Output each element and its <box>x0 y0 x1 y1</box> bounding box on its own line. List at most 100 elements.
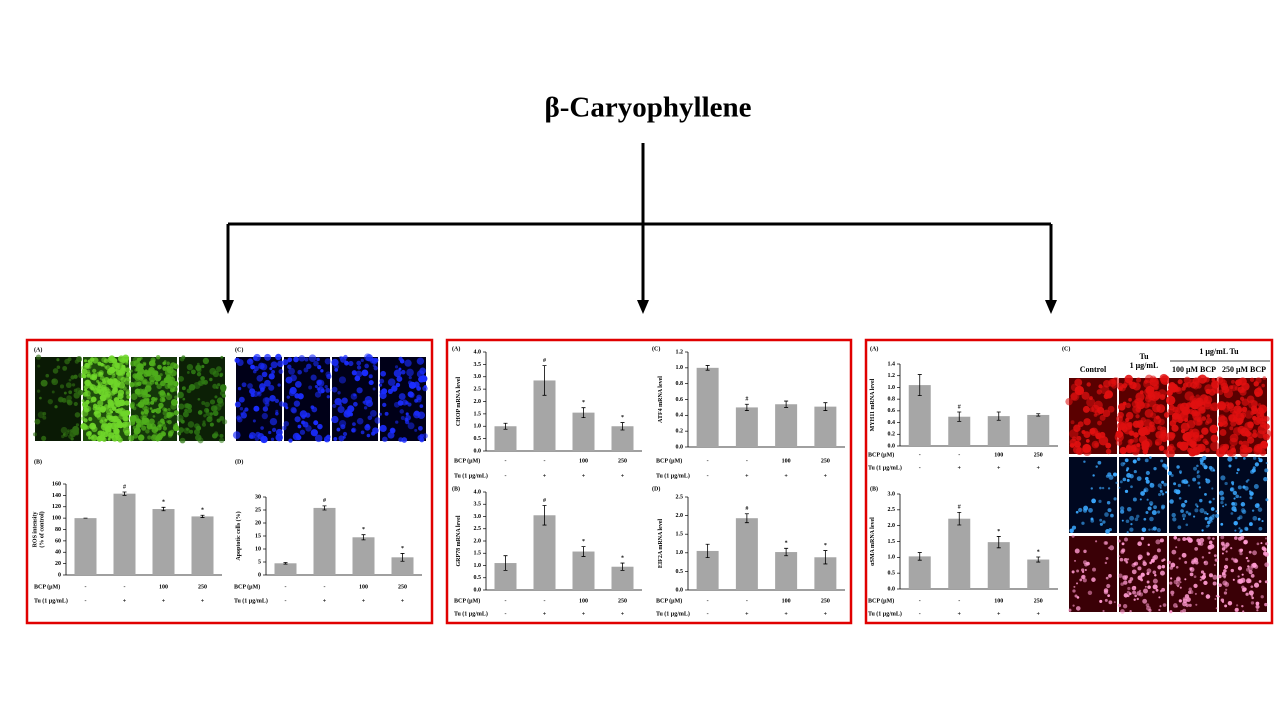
cell <box>84 390 91 397</box>
cell <box>178 403 185 410</box>
cell <box>1129 515 1135 521</box>
cell <box>210 405 218 412</box>
condition-value: + <box>745 473 749 479</box>
cell <box>236 416 243 423</box>
cell <box>1073 424 1081 432</box>
cell <box>1099 599 1103 603</box>
cell <box>212 410 219 417</box>
cell <box>1234 607 1239 612</box>
cell <box>1091 577 1096 582</box>
cell <box>1201 416 1207 421</box>
error-bar <box>957 511 962 526</box>
cell <box>1144 476 1149 481</box>
cell <box>336 427 341 432</box>
cell <box>310 429 318 437</box>
cell <box>129 381 135 388</box>
y-tick-label: 1.0 <box>888 555 896 561</box>
cell <box>1265 461 1268 465</box>
cell <box>277 360 284 368</box>
cell <box>1167 471 1172 476</box>
cell <box>1263 476 1268 482</box>
condition-value: - <box>285 584 287 590</box>
cell <box>1161 587 1166 592</box>
cell <box>1224 481 1228 486</box>
cell <box>1181 406 1191 416</box>
cell <box>1129 577 1134 581</box>
cell <box>360 358 364 362</box>
cell <box>1132 590 1137 595</box>
cell <box>121 359 126 364</box>
cell <box>145 429 150 434</box>
y-tick-label: 0.0 <box>888 443 896 449</box>
cell <box>215 386 219 390</box>
cell <box>1140 491 1145 496</box>
cell <box>203 407 210 413</box>
cell <box>250 364 255 370</box>
bar <box>152 509 175 575</box>
cell <box>1117 433 1122 439</box>
cell <box>1152 584 1158 590</box>
cell <box>1150 558 1155 563</box>
cell <box>351 427 357 433</box>
cell <box>1071 570 1075 574</box>
condition-label: BCP (μM) <box>656 457 682 464</box>
cell <box>394 365 399 369</box>
cell <box>1214 558 1218 562</box>
cell <box>390 428 395 433</box>
condition-value: - <box>505 598 507 604</box>
cell <box>252 419 256 423</box>
cell <box>1169 610 1173 614</box>
cell <box>121 399 125 404</box>
cell <box>1221 572 1227 578</box>
cell <box>196 362 200 366</box>
cell <box>1236 468 1240 472</box>
y-tick-label: 15 <box>255 533 261 539</box>
cell <box>1196 474 1201 479</box>
cell <box>1087 590 1093 596</box>
condition-label: BCP (μM) <box>454 597 480 604</box>
cell <box>1223 388 1234 399</box>
cell <box>187 421 195 428</box>
cell <box>1242 485 1246 489</box>
cell <box>99 375 105 381</box>
cell <box>1137 566 1142 571</box>
condition-value: - <box>919 598 921 604</box>
cell <box>258 362 265 370</box>
cell <box>326 373 332 380</box>
cell <box>387 378 396 386</box>
cell <box>90 396 97 403</box>
cell <box>1242 447 1249 454</box>
cell <box>1133 469 1137 474</box>
cell <box>1092 567 1096 572</box>
cell <box>1226 403 1235 412</box>
cell <box>342 431 348 437</box>
cell <box>274 398 280 404</box>
cell <box>1256 503 1260 506</box>
cell <box>1084 568 1087 571</box>
y-tick-label: 20 <box>255 520 261 526</box>
cell <box>1142 598 1148 604</box>
cell <box>1229 426 1234 431</box>
cell <box>112 372 116 376</box>
cell <box>363 353 372 361</box>
cell <box>1125 417 1130 422</box>
cell <box>1203 465 1208 470</box>
cell <box>1123 580 1128 585</box>
cell <box>1220 535 1225 540</box>
y-tick-label: 2.0 <box>676 513 684 519</box>
condition-label: Tu (1 μg/mL) <box>34 597 68 604</box>
cell <box>1176 465 1180 469</box>
condition-label: Tu (1 μg/mL) <box>234 597 268 604</box>
cell <box>382 402 387 408</box>
cell <box>196 371 202 377</box>
cell <box>366 433 371 438</box>
condition-value: - <box>707 598 709 604</box>
cell <box>148 418 155 425</box>
cell <box>109 355 115 361</box>
condition-value: 100 <box>579 458 588 464</box>
y-axis-title: EIF2A mRNA level <box>658 519 664 569</box>
y-tick-label: 0.0 <box>474 587 482 593</box>
cell <box>155 407 162 414</box>
cell <box>1125 411 1134 420</box>
y-tick-label: 0.4 <box>676 413 684 419</box>
